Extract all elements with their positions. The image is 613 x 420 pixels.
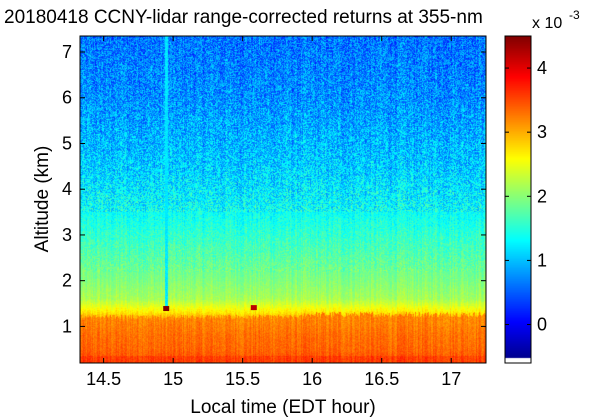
colorbar-scale-exponent: -3 (569, 8, 580, 22)
feature-spot-1 (163, 306, 170, 312)
feature-spot-2 (250, 305, 257, 311)
x-axis: 14.5 15 15.5 16 16.5 17 (86, 36, 461, 389)
y-tick-label-1: 1 (62, 316, 72, 336)
colorbar-tick-label-0: 0 (537, 315, 547, 335)
colorbar: 0 1 2 3 4 (504, 35, 547, 364)
colorbar-frame (504, 35, 532, 364)
colorbar-tick-label-2: 2 (537, 186, 547, 206)
y-tick-label-2: 2 (62, 271, 72, 291)
colorbar-tick-label-4: 4 (537, 58, 547, 78)
colorbar-tick-label-3: 3 (537, 122, 547, 142)
x-axis-label: Local time (EDT hour) (190, 397, 376, 418)
x-tick-label-15.5: 15.5 (225, 369, 260, 389)
x-tick-label-15: 15 (163, 369, 183, 389)
colorbar-scale-base: x 10 (532, 15, 562, 32)
colorbar-ticks: 0 1 2 3 4 (505, 58, 547, 335)
y-axis-label: Altitude (km) (32, 146, 53, 253)
colorbar-exponent: x 10 -3 (532, 8, 580, 32)
y-tick-label-5: 5 (62, 133, 72, 153)
x-tick-label-16: 16 (302, 369, 322, 389)
y-tick-label-7: 7 (62, 42, 72, 62)
x-tick-label-16.5: 16.5 (364, 369, 399, 389)
colorbar-raster-container (505, 36, 531, 363)
chart-title: 20180418 CCNY-lidar range-corrected retu… (4, 7, 483, 28)
x-tick-label-14.5: 14.5 (86, 369, 121, 389)
y-tick-label-4: 4 (62, 179, 72, 199)
colorbar-tick-label-1: 1 (537, 250, 547, 270)
y-tick-label-6: 6 (62, 88, 72, 108)
heatmap-image (80, 36, 486, 363)
plot-frame (79, 35, 487, 364)
heatmap-raster-container (80, 36, 486, 363)
y-tick-label-3: 3 (62, 225, 72, 245)
heatmap-plot (79, 35, 487, 364)
colorbar-gradient (505, 36, 531, 363)
y-axis: 1 2 3 4 5 6 7 (62, 42, 486, 336)
x-tick-label-17: 17 (441, 369, 461, 389)
